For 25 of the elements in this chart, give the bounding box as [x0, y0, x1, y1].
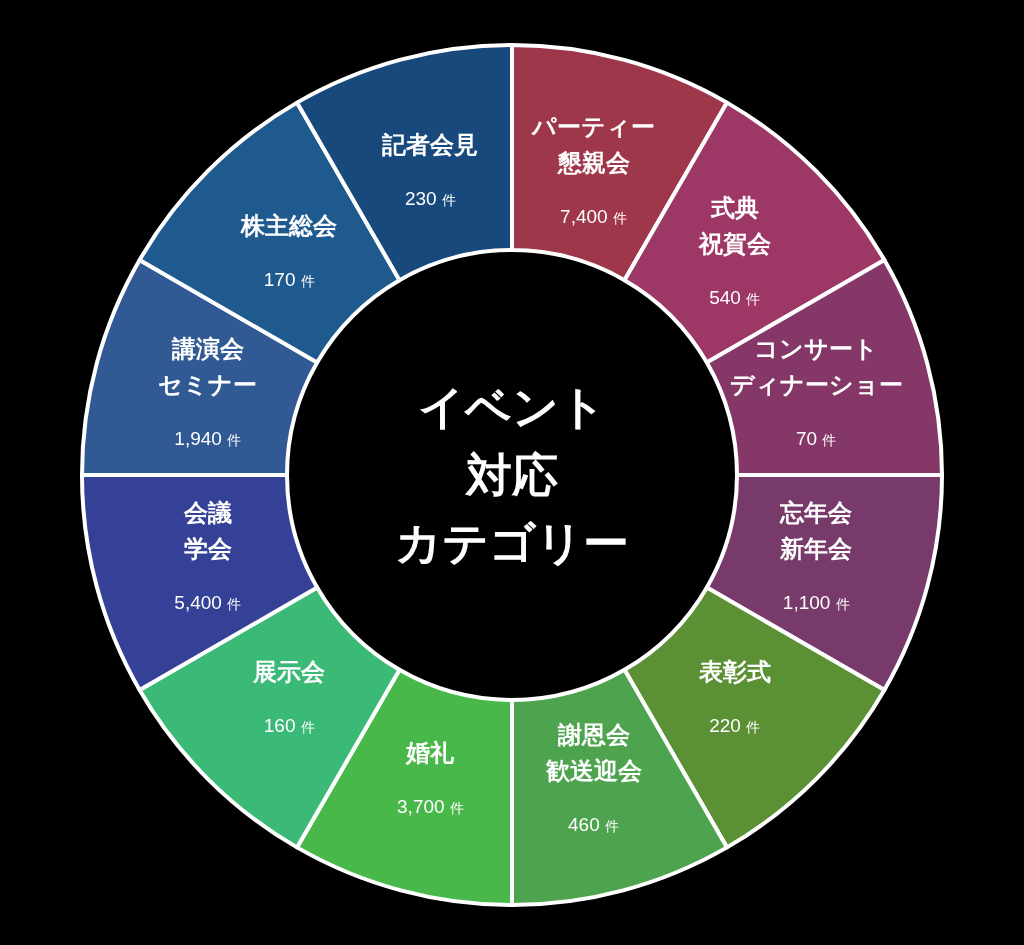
category-label: 謝恩会歓送迎会	[544, 721, 642, 785]
category-label: 記者会見	[381, 130, 479, 158]
category-label: パーティー懇親会	[530, 112, 656, 176]
data-label: 230 件	[404, 187, 456, 209]
data-label: 220 件	[709, 714, 761, 736]
category-label: コンサートディナーショー	[729, 335, 903, 399]
category-label: 式典祝賀会	[697, 194, 771, 258]
data-label: 3,700 件	[397, 796, 464, 818]
category-label: 株主総会	[240, 212, 338, 240]
data-label: 1,100 件	[782, 591, 850, 613]
category-label: 講演会セミナー	[158, 335, 258, 399]
data-label: 7,400 件	[560, 205, 627, 227]
category-label: 忘年会新年会	[779, 498, 853, 562]
category-label: 表彰式	[697, 657, 771, 685]
data-label: 160 件	[263, 714, 315, 736]
category-label: 展示会	[252, 657, 326, 685]
data-label: 5,400 件	[174, 591, 242, 613]
data-label: 170 件	[263, 269, 315, 291]
data-label: 540 件	[709, 287, 761, 309]
data-label: 460 件	[568, 814, 620, 836]
data-label: 1,940 件	[174, 428, 242, 450]
category-label: 会議学会	[182, 498, 232, 562]
text: イベント対応カテゴリー	[395, 381, 629, 569]
data-label: 70 件	[796, 428, 837, 450]
category-label: 婚礼	[405, 739, 456, 767]
